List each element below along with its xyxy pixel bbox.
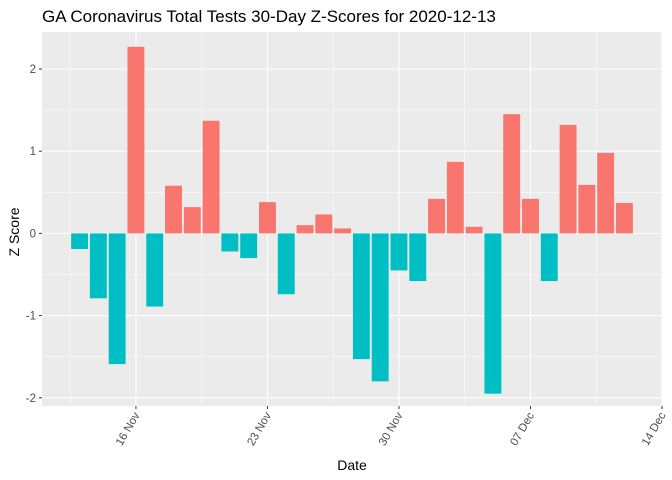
bar-2020-12-02 xyxy=(428,198,445,234)
y-tick-label: 2 xyxy=(30,64,36,76)
y-tick-label: 1 xyxy=(30,146,36,158)
bar-2020-11-24 xyxy=(277,233,295,295)
minor-gridlines xyxy=(42,32,662,406)
bar-2020-12-01 xyxy=(409,233,427,282)
bar-2020-11-17 xyxy=(146,233,164,307)
y-axis: -2 -1 0 1 2 xyxy=(26,64,42,405)
bar-2020-12-03 xyxy=(446,161,464,234)
bar-2020-11-23 xyxy=(259,202,276,234)
bar-2020-11-16 xyxy=(127,46,145,234)
bar-2020-12-04 xyxy=(465,226,483,234)
bar-2020-11-18 xyxy=(165,185,182,234)
x-tick-label: 23 Nov xyxy=(245,410,274,448)
bar-2020-12-11 xyxy=(597,152,615,234)
x-axis-title: Date xyxy=(337,457,367,473)
x-axis: 16 Nov 23 Nov 30 Nov 07 Dec 14 Dec xyxy=(114,406,669,448)
bar-2020-12-05 xyxy=(484,233,502,394)
y-tick-label: 0 xyxy=(30,228,36,240)
y-axis-title: Z Score xyxy=(6,207,22,256)
bar-2020-11-20 xyxy=(202,120,220,234)
bar-2020-11-15 xyxy=(108,233,126,365)
bar-2020-12-10 xyxy=(578,184,596,234)
plot-panel xyxy=(42,32,662,406)
chart-title: GA Coronavirus Total Tests 30-Day Z-Scor… xyxy=(42,7,496,26)
bar-2020-11-29 xyxy=(371,233,389,382)
bar-2020-11-25 xyxy=(296,225,314,234)
x-tick-label: 16 Nov xyxy=(114,410,143,448)
bar-2020-11-21 xyxy=(221,233,239,252)
bar-2020-12-07 xyxy=(522,198,539,234)
bar-2020-11-13 xyxy=(71,233,89,250)
bars xyxy=(71,46,633,394)
y-tick-label: -1 xyxy=(26,311,36,323)
bar-2020-12-08 xyxy=(540,233,558,282)
bar-2020-12-06 xyxy=(503,114,521,234)
y-tick-label: -2 xyxy=(26,393,36,405)
bar-2020-11-30 xyxy=(390,233,408,271)
x-tick-label: 07 Dec xyxy=(508,410,537,448)
bar-2020-11-19 xyxy=(183,207,201,234)
bar-2020-11-14 xyxy=(89,233,107,299)
x-tick-label: 14 Dec xyxy=(640,410,669,448)
bar-2020-11-22 xyxy=(240,233,258,259)
bar-2020-11-27 xyxy=(334,228,352,234)
x-tick-label: 30 Nov xyxy=(377,410,406,448)
bar-2020-11-28 xyxy=(352,233,370,360)
bar-2020-11-26 xyxy=(315,214,333,234)
bar-2020-12-09 xyxy=(559,124,577,234)
bar-2020-12-12 xyxy=(615,202,633,234)
